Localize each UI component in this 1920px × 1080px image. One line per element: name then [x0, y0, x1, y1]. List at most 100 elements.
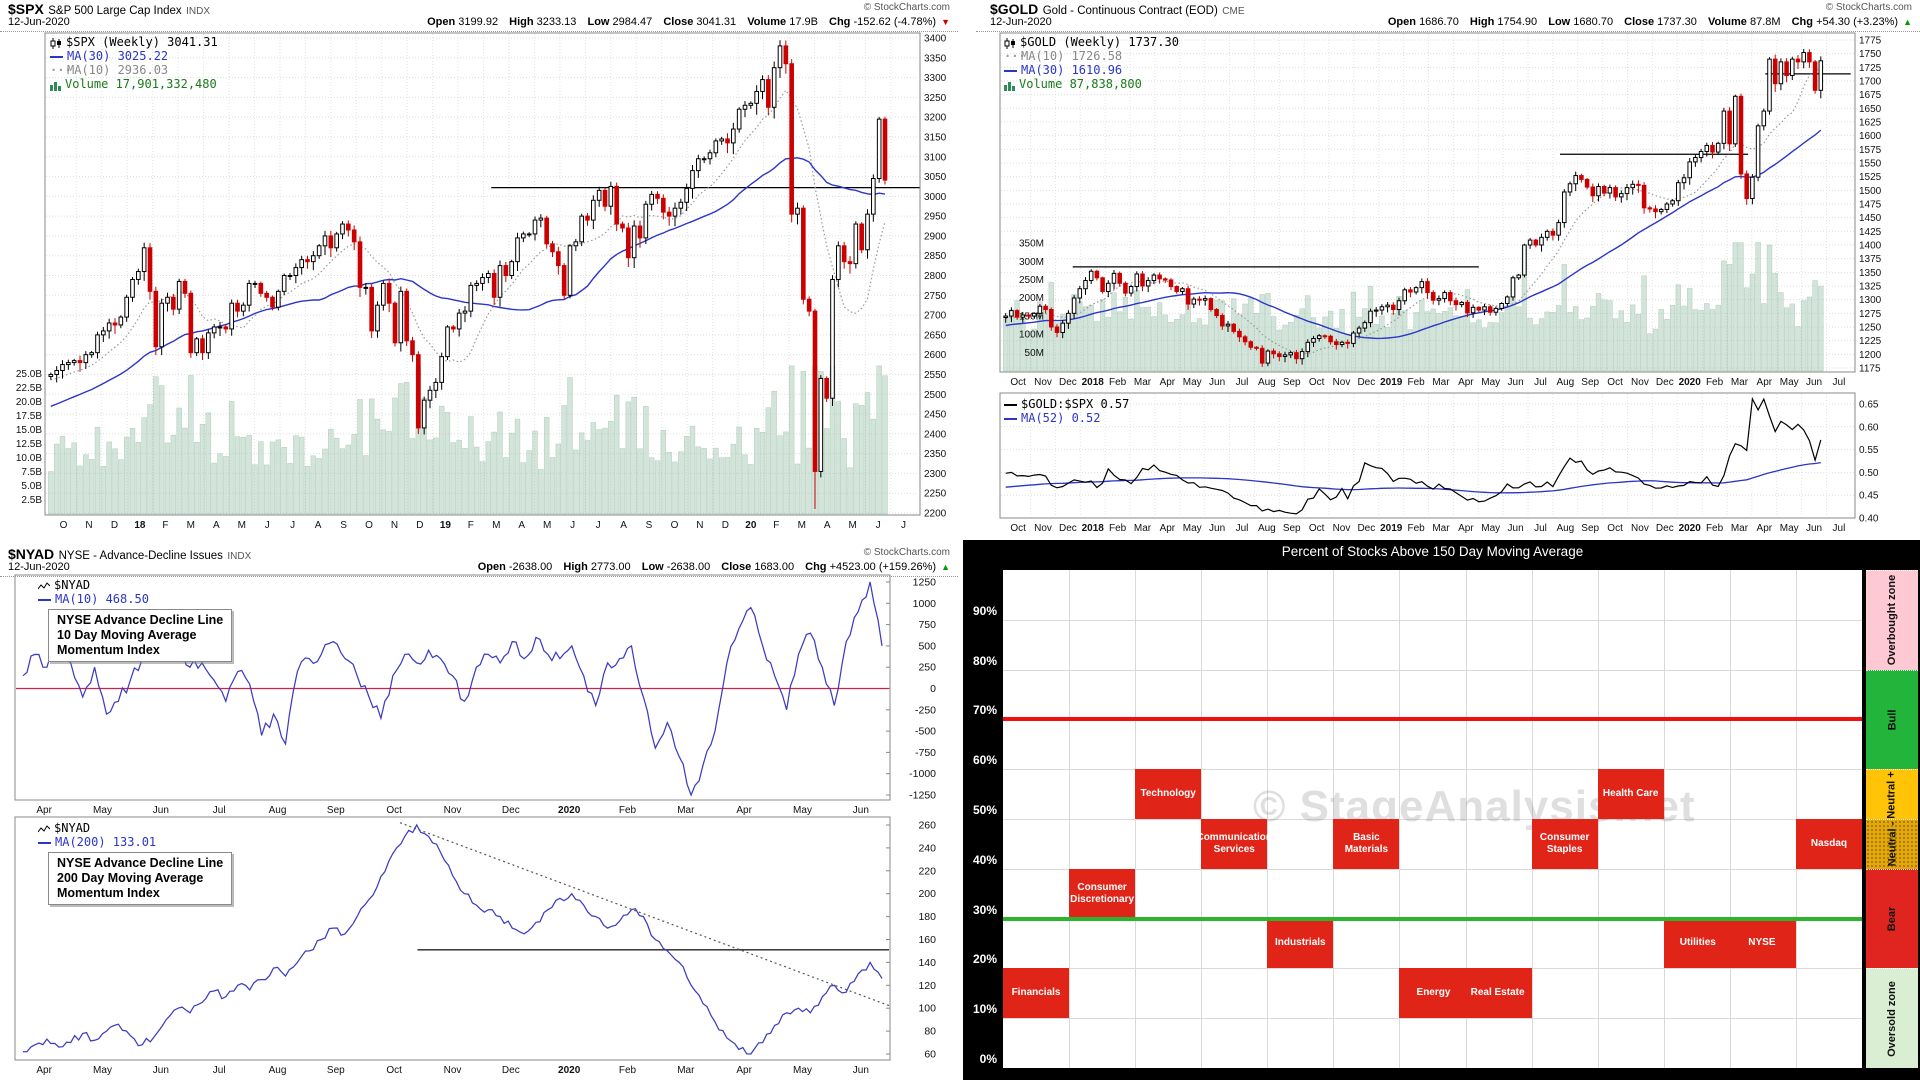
- nyad-10day-legend: $NYAD MA(10) 468.50: [38, 579, 149, 607]
- svg-text:J: J: [570, 520, 575, 531]
- svg-text:Dec: Dec: [1656, 523, 1674, 534]
- svg-text:May: May: [1780, 523, 1799, 534]
- svg-text:200: 200: [918, 888, 936, 900]
- spx-panel: $SPX S&P 500 Large Cap Index INDX © Stoc…: [0, 0, 958, 543]
- svg-text:Feb: Feb: [1407, 377, 1425, 388]
- svg-text:17.5B: 17.5B: [16, 411, 42, 422]
- svg-text:Dec: Dec: [1059, 523, 1077, 534]
- svg-text:2750: 2750: [924, 291, 947, 302]
- zone-oversold-zone: Oversold zone: [1866, 968, 1918, 1068]
- svg-text:Jun: Jun: [153, 805, 169, 816]
- svg-text:Mar: Mar: [1731, 523, 1749, 534]
- sector-box-industrials: Industrials: [1267, 918, 1334, 969]
- svg-text:Feb: Feb: [1706, 523, 1724, 534]
- zone-strip: Overbought zone Bull Neutral + Neutral - Bea…: [1866, 570, 1918, 1068]
- gridline-h: [1003, 619, 1862, 621]
- svg-text:Jun: Jun: [1508, 523, 1524, 534]
- change-up-icon: ▲: [941, 562, 950, 572]
- svg-text:Feb: Feb: [1706, 377, 1724, 388]
- gold-panel: $GOLD Gold - Continuous Contract (EOD) C…: [976, 0, 1920, 543]
- svg-text:Jul: Jul: [1236, 523, 1249, 534]
- svg-text:5.0B: 5.0B: [21, 481, 42, 492]
- svg-text:2019: 2019: [1380, 377, 1403, 388]
- svg-text:1350: 1350: [1859, 268, 1882, 279]
- svg-text:Dec: Dec: [1059, 377, 1077, 388]
- svg-text:2020: 2020: [558, 805, 581, 816]
- svg-text:1725: 1725: [1859, 63, 1882, 74]
- svg-text:20: 20: [745, 520, 757, 531]
- svg-text:Dec: Dec: [1357, 377, 1375, 388]
- sector-box-communication-services: Communication Services: [1196, 819, 1272, 869]
- svg-text:May: May: [93, 805, 112, 816]
- svg-text:F: F: [162, 520, 168, 531]
- svg-text:2350: 2350: [924, 449, 947, 460]
- svg-text:Oct: Oct: [1607, 523, 1623, 534]
- gold-date: 12-Jun-2020: [990, 16, 1052, 28]
- volume-icon: [50, 81, 61, 91]
- svg-text:D: D: [722, 520, 729, 531]
- y-axis-label: 60%: [972, 753, 997, 768]
- svg-text:1375: 1375: [1859, 254, 1882, 265]
- svg-text:200M: 200M: [1019, 293, 1044, 304]
- svg-text:F: F: [773, 520, 779, 531]
- svg-text:Dec: Dec: [1656, 377, 1674, 388]
- sector-box-utilities-nyse: Utilities NYSE: [1663, 918, 1796, 969]
- svg-text:Mar: Mar: [1731, 377, 1749, 388]
- svg-text:J: J: [290, 520, 295, 531]
- y-axis-label: 90%: [972, 603, 997, 618]
- gridline-h: [1003, 669, 1862, 671]
- svg-text:50M: 50M: [1025, 348, 1044, 359]
- sector-breadth-panel: Percent of Stocks Above 150 Day Moving A…: [963, 540, 1920, 1080]
- svg-text:2700: 2700: [924, 311, 947, 322]
- svg-text:Oct: Oct: [386, 1065, 402, 1076]
- svg-text:A: A: [824, 520, 831, 531]
- spx-candlestick-chart[interactable]: 2200 2250 2300 2350 2400 2450 2500 2550 2600 2650…: [0, 0, 958, 543]
- nyad-line-charts[interactable]: 1250 1000 750 500 250 0 -250 -500 -750 -1000 -1250…: [0, 545, 958, 1080]
- svg-text:Apr: Apr: [1458, 377, 1474, 388]
- stockcharts-credit: © StockCharts.com: [1825, 2, 1912, 13]
- svg-text:220: 220: [918, 865, 936, 877]
- svg-text:Apr: Apr: [36, 805, 52, 816]
- ma200-line-icon: [38, 842, 51, 844]
- svg-text:25.0B: 25.0B: [16, 369, 42, 380]
- svg-text:Oct: Oct: [1309, 377, 1325, 388]
- sector-plot-area[interactable]: © StageAnalysis.net Financials Consumer Di…: [1003, 570, 1862, 1068]
- svg-text:-1250: -1250: [909, 790, 936, 802]
- gridline-h: [1003, 819, 1862, 820]
- svg-text:1525: 1525: [1859, 172, 1882, 183]
- svg-text:Mar: Mar: [1134, 523, 1152, 534]
- svg-text:O: O: [60, 520, 68, 531]
- nyad-quote-row: Open -2638.00 High 2773.00 Low -2638.00 …: [477, 561, 950, 573]
- svg-text:Jul: Jul: [1833, 377, 1846, 388]
- svg-text:Jun: Jun: [1209, 377, 1225, 388]
- svg-text:100M: 100M: [1019, 330, 1044, 341]
- svg-text:May: May: [93, 1065, 112, 1076]
- svg-text:M: M: [798, 520, 806, 531]
- svg-text:350M: 350M: [1019, 239, 1044, 250]
- ratio-line-icon: [1004, 404, 1017, 406]
- y-axis-label: 0%: [979, 1052, 997, 1066]
- svg-text:2020: 2020: [1679, 523, 1702, 534]
- svg-text:2600: 2600: [924, 350, 947, 361]
- svg-text:160: 160: [918, 934, 936, 946]
- svg-text:Apr: Apr: [1757, 377, 1773, 388]
- svg-text:-250: -250: [915, 704, 936, 716]
- gold-candlestick-chart[interactable]: 1175 1200 1225 1250 1275 1300 1325 1350 1375 1400…: [976, 0, 1920, 543]
- svg-text:3000: 3000: [924, 192, 947, 203]
- gridline-v: [1399, 570, 1401, 1068]
- svg-text:Sep: Sep: [1283, 523, 1301, 534]
- ma10-dotted-icon: ···: [1004, 49, 1026, 64]
- svg-text:May: May: [793, 805, 812, 816]
- gold-symbol: $GOLD: [990, 1, 1039, 17]
- candlestick-icon: [1004, 37, 1015, 49]
- svg-text:Mar: Mar: [1432, 523, 1450, 534]
- svg-text:Jun: Jun: [1806, 377, 1822, 388]
- svg-text:Aug: Aug: [1556, 377, 1574, 388]
- svg-text:N: N: [85, 520, 92, 531]
- svg-text:1400: 1400: [1859, 241, 1882, 252]
- svg-text:0: 0: [930, 683, 936, 695]
- nyad-panel: $NYAD NYSE - Advance-Decline Issues INDX…: [0, 545, 958, 1080]
- y-axis-label: 40%: [972, 852, 997, 867]
- svg-text:M: M: [238, 520, 246, 531]
- svg-text:1550: 1550: [1859, 159, 1882, 170]
